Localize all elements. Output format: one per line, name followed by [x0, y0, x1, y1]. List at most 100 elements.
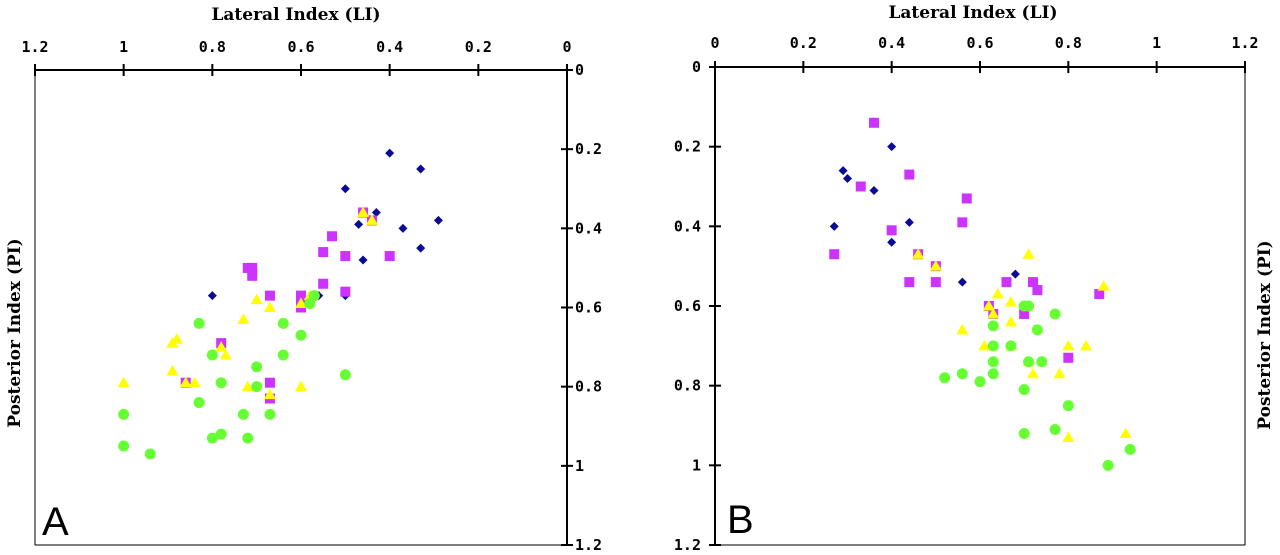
panel-b-x-axis-title: Lateral Index (LI) [888, 3, 1057, 23]
x-tick-label: 1.2 [21, 38, 48, 56]
circle-data-point [304, 298, 316, 310]
x-tick-label: 1 [119, 38, 128, 56]
square-data-point [1094, 289, 1105, 300]
triangle-data-point [250, 293, 263, 305]
circle-data-point [215, 428, 227, 440]
x-tick-label: 1.2 [1231, 34, 1258, 52]
square-data-point [930, 277, 941, 288]
square-data-point [264, 290, 275, 301]
diamond-data-point [887, 237, 897, 247]
triangle-data-point [295, 380, 307, 392]
x-tick-label: 0.4 [376, 38, 403, 56]
y-tick-label: 0.6 [674, 297, 701, 315]
triangle-data-point [166, 337, 179, 348]
panel-a-label: A [42, 500, 69, 544]
square-data-point [340, 251, 351, 262]
panel-b-chart: Lateral Index (LI) Posterior Index (PI) … [674, 3, 1275, 554]
diamond-data-point [838, 166, 848, 176]
circle-data-point [1023, 356, 1035, 368]
square-data-point [1019, 308, 1030, 319]
circle-data-point [242, 432, 254, 444]
x-tick-label: 0.8 [199, 38, 226, 56]
y-tick-label: 0.2 [674, 138, 701, 156]
square-data-point [886, 225, 897, 236]
circle-data-point [118, 440, 130, 452]
diamond-data-point [1010, 269, 1020, 279]
y-tick-label: 0.4 [575, 219, 602, 237]
square-data-point [318, 247, 329, 258]
square-data-point [318, 278, 329, 289]
circle-data-point [1023, 300, 1035, 312]
square-data-point [957, 217, 968, 228]
square-data-point [264, 377, 275, 388]
diamond-data-point [887, 142, 897, 152]
circle-data-point [206, 349, 218, 361]
diamond-data-point [904, 217, 914, 227]
panel-a-chart: Lateral Index (LI) Posterior Index (PI) … [5, 5, 602, 554]
circle-data-point [1049, 423, 1061, 435]
square-data-point [340, 286, 351, 297]
square-data-point [384, 251, 395, 262]
circle-data-point [1036, 356, 1048, 368]
triangle-data-point [166, 364, 179, 376]
y-tick-label: 1 [692, 456, 701, 474]
x-tick-label: 0.2 [465, 38, 492, 56]
circle-data-point [277, 317, 289, 329]
triangle-data-point [978, 339, 991, 351]
y-tick-label: 0.8 [674, 377, 701, 395]
y-tick-label: 0.8 [575, 378, 602, 396]
square-data-point [1028, 277, 1038, 288]
circle-data-point [215, 377, 227, 389]
square-data-point [296, 290, 306, 301]
circle-data-point [939, 372, 951, 384]
triangle-data-point [188, 376, 201, 388]
triangle-data-point [929, 260, 942, 271]
triangle-data-point [357, 206, 370, 217]
y-tick-label: 0.6 [575, 299, 602, 317]
circle-data-point [1005, 340, 1017, 352]
square-data-point [247, 270, 258, 281]
diamond-data-point [358, 255, 368, 265]
circle-data-point [144, 448, 156, 460]
triangle-data-point [365, 214, 378, 225]
square-data-point [855, 181, 866, 192]
triangle-data-point [241, 380, 254, 392]
diamond-data-point [398, 223, 408, 233]
y-tick-label: 0.4 [674, 217, 701, 235]
triangle-data-point [912, 248, 925, 259]
y-tick-label: 0.2 [575, 140, 602, 158]
diamond-data-point [843, 174, 852, 184]
triangle-data-point [179, 376, 192, 388]
x-tick-label: 0 [562, 38, 571, 56]
triangle-data-point [215, 341, 228, 352]
triangle-data-point [1062, 431, 1075, 442]
diamond-data-point [371, 208, 381, 217]
triangle-data-point [263, 388, 276, 400]
y-tick-label: 1.2 [674, 536, 701, 554]
triangle-data-point [1004, 296, 1017, 307]
x-tick-label: 0.4 [878, 34, 905, 52]
diamond-data-point [957, 277, 967, 287]
circle-data-point [251, 361, 263, 373]
triangle-data-point [1004, 315, 1017, 327]
diamond-data-point [385, 148, 395, 158]
diamond-data-point [354, 219, 364, 229]
x-tick-label: 0.6 [287, 38, 314, 56]
diamond-data-point [340, 184, 350, 194]
square-data-point [961, 193, 972, 204]
y-tick-label: 1 [575, 457, 584, 475]
square-data-point [247, 262, 258, 273]
y-tick-label: 0 [575, 61, 584, 79]
triangle-data-point [263, 301, 276, 312]
square-data-point [904, 169, 915, 180]
panel-b-label: B [727, 498, 754, 542]
circle-data-point [264, 408, 276, 420]
triangle-data-point [295, 297, 307, 309]
triangle-data-point [1062, 339, 1075, 351]
y-tick-label: 1.2 [575, 536, 602, 554]
circle-data-point [974, 376, 986, 388]
square-data-point [1001, 277, 1012, 288]
triangle-data-point [1022, 248, 1035, 259]
circle-data-point [251, 381, 263, 393]
